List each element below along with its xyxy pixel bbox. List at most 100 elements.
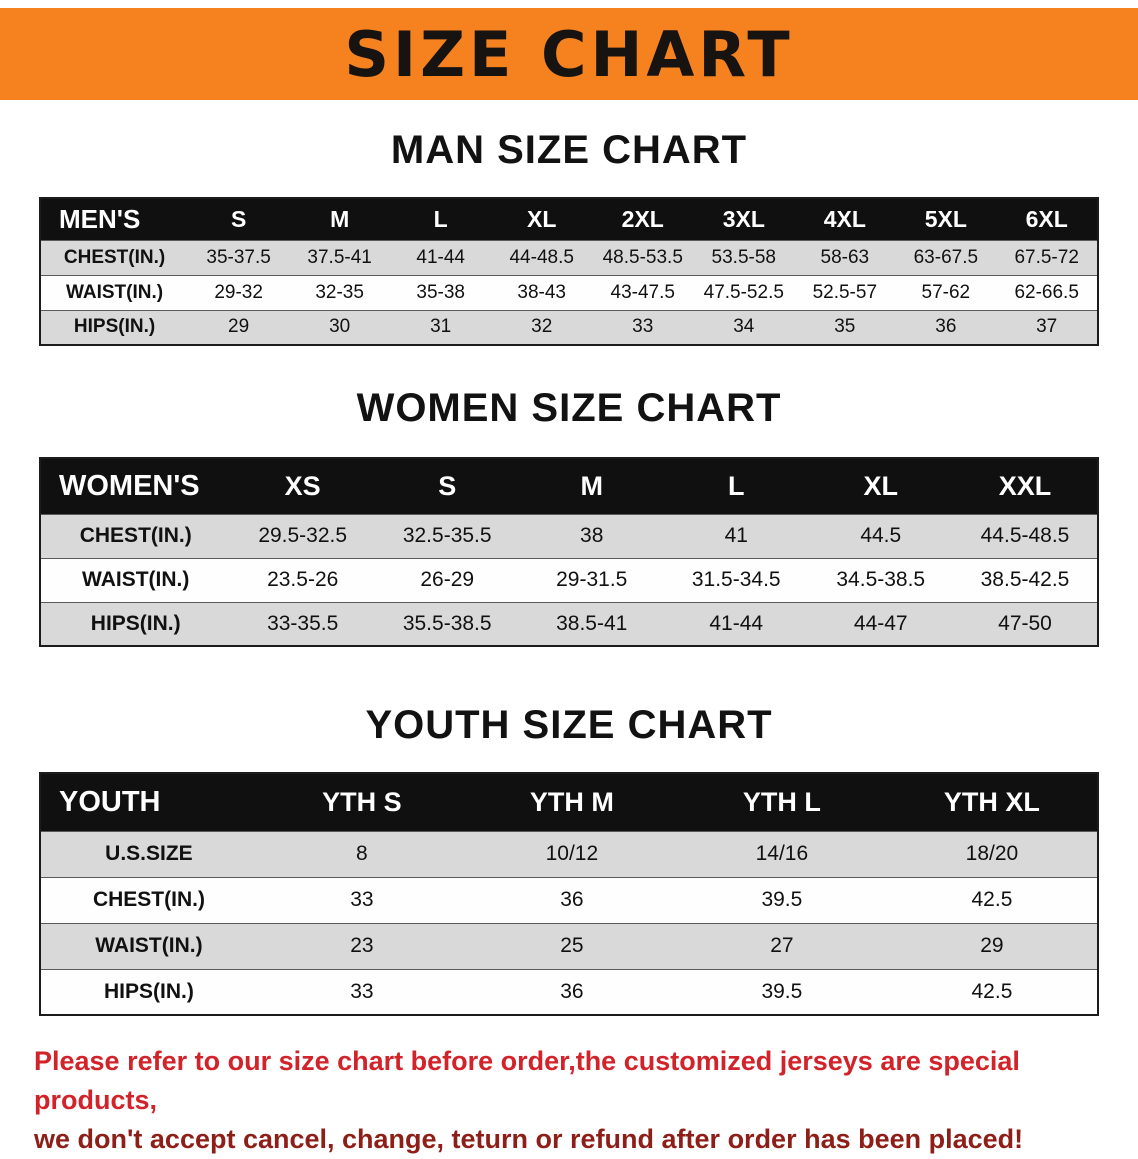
size-cell: 33	[256, 876, 467, 923]
table-row: WAIST(IN.) 23.5-26 26-29 29-31.5 31.5-34…	[40, 557, 1098, 602]
women-size-col: L	[663, 458, 809, 514]
size-cell: 44.5-48.5	[953, 513, 1098, 558]
women-size-col: M	[519, 458, 664, 514]
size-cell: 30	[289, 309, 391, 345]
size-cell: 36	[895, 309, 997, 345]
table-row: U.S.SIZE 8 10/12 14/16 18/20	[40, 830, 1098, 877]
size-cell: 37	[996, 309, 1098, 345]
men-size-col: 2XL	[592, 198, 694, 240]
measure-label: CHEST(IN.)	[40, 876, 257, 923]
youth-size-table: YOUTH YTH S YTH M YTH L YTH XL U.S.SIZE …	[39, 772, 1099, 1016]
size-cell: 31	[390, 309, 492, 345]
size-cell: 53.5-58	[693, 239, 795, 275]
size-cell: 26-29	[374, 557, 520, 602]
size-cell: 29-32	[188, 274, 290, 310]
women-size-table: WOMEN'S XS S M L XL XXL CHEST(IN.) 29.5-…	[39, 457, 1099, 647]
men-size-col: M	[289, 198, 391, 240]
table-row: HIPS(IN.) 33-35.5 35.5-38.5 38.5-41 41-4…	[40, 601, 1098, 646]
size-cell: 57-62	[895, 274, 997, 310]
measure-label: HIPS(IN.)	[40, 601, 231, 646]
size-cell: 29	[188, 309, 290, 345]
women-size-col: S	[374, 458, 520, 514]
measure-label: HIPS(IN.)	[40, 309, 189, 345]
size-cell: 38.5-42.5	[953, 557, 1098, 602]
women-size-col: XL	[808, 458, 954, 514]
size-cell: 33-35.5	[230, 601, 375, 646]
men-size-col: 5XL	[895, 198, 997, 240]
men-section: MAN SIZE CHART MEN'S S M L XL 2XL 3XL 4X…	[0, 128, 1138, 346]
men-size-col: L	[390, 198, 492, 240]
size-cell: 37.5-41	[289, 239, 391, 275]
table-row: CHEST(IN.) 35-37.5 37.5-41 41-44 44-48.5…	[40, 239, 1098, 275]
size-cell: 29	[886, 922, 1098, 969]
size-cell: 32	[491, 309, 593, 345]
size-cell: 38	[519, 513, 664, 558]
size-chart-page: SIZE CHART MAN SIZE CHART MEN'S S M L XL…	[0, 8, 1138, 1159]
size-cell: 25	[466, 922, 677, 969]
measure-label: CHEST(IN.)	[40, 513, 231, 558]
size-cell: 58-63	[794, 239, 896, 275]
size-cell: 32-35	[289, 274, 391, 310]
size-cell: 39.5	[676, 968, 887, 1015]
women-size-col: XXL	[953, 458, 1098, 514]
size-cell: 47-50	[953, 601, 1098, 646]
youth-header-row: YOUTH YTH S YTH M YTH L YTH XL	[40, 773, 1098, 831]
size-cell: 38.5-41	[519, 601, 664, 646]
size-cell: 39.5	[676, 876, 887, 923]
size-cell: 31.5-34.5	[663, 557, 809, 602]
size-cell: 35-38	[390, 274, 492, 310]
size-cell: 10/12	[466, 830, 677, 877]
men-header-row: MEN'S S M L XL 2XL 3XL 4XL 5XL 6XL	[40, 198, 1098, 240]
size-cell: 48.5-53.5	[592, 239, 694, 275]
women-table-title: WOMEN'S	[40, 458, 231, 514]
men-size-table: MEN'S S M L XL 2XL 3XL 4XL 5XL 6XL CHEST…	[39, 197, 1099, 346]
youth-size-col: YTH XL	[886, 773, 1098, 831]
men-size-col: 6XL	[996, 198, 1098, 240]
size-cell: 23	[256, 922, 467, 969]
youth-size-col: YTH L	[676, 773, 887, 831]
youth-table-title: YOUTH	[40, 773, 257, 831]
size-cell: 42.5	[886, 968, 1098, 1015]
size-cell: 33	[592, 309, 694, 345]
table-row: WAIST(IN.) 23 25 27 29	[40, 922, 1098, 969]
size-cell: 62-66.5	[996, 274, 1098, 310]
size-cell: 41	[663, 513, 809, 558]
size-cell: 23.5-26	[230, 557, 375, 602]
table-row: CHEST(IN.) 29.5-32.5 32.5-35.5 38 41 44.…	[40, 513, 1098, 558]
men-size-col: 4XL	[794, 198, 896, 240]
size-cell: 63-67.5	[895, 239, 997, 275]
disclaimer-line-2: we don't accept cancel, change, teturn o…	[34, 1124, 1024, 1154]
women-header-row: WOMEN'S XS S M L XL XXL	[40, 458, 1098, 514]
banner: SIZE CHART	[0, 8, 1138, 100]
footer-disclaimer: Please refer to our size chart before or…	[0, 1042, 1138, 1159]
table-row: CHEST(IN.) 33 36 39.5 42.5	[40, 876, 1098, 923]
size-cell: 42.5	[886, 876, 1098, 923]
size-cell: 14/16	[676, 830, 887, 877]
size-cell: 35.5-38.5	[374, 601, 520, 646]
size-cell: 43-47.5	[592, 274, 694, 310]
size-cell: 33	[256, 968, 467, 1015]
size-cell: 36	[466, 876, 677, 923]
size-cell: 27	[676, 922, 887, 969]
measure-label: WAIST(IN.)	[40, 274, 189, 310]
size-cell: 34.5-38.5	[808, 557, 954, 602]
size-cell: 41-44	[390, 239, 492, 275]
measure-label: CHEST(IN.)	[40, 239, 189, 275]
youth-size-col: YTH M	[466, 773, 677, 831]
size-cell: 44-48.5	[491, 239, 593, 275]
table-row: HIPS(IN.) 33 36 39.5 42.5	[40, 968, 1098, 1015]
men-size-col: 3XL	[693, 198, 795, 240]
men-size-col: S	[188, 198, 290, 240]
page-title: SIZE CHART	[344, 17, 794, 91]
table-row: WAIST(IN.) 29-32 32-35 35-38 38-43 43-47…	[40, 274, 1098, 310]
women-section: WOMEN SIZE CHART WOMEN'S XS S M L XL XXL…	[0, 386, 1138, 647]
size-cell: 8	[256, 830, 467, 877]
size-cell: 38-43	[491, 274, 593, 310]
measure-label: HIPS(IN.)	[40, 968, 257, 1015]
size-cell: 44.5	[808, 513, 954, 558]
measure-label: U.S.SIZE	[40, 830, 257, 877]
youth-size-col: YTH S	[256, 773, 467, 831]
youth-section: YOUTH SIZE CHART YOUTH YTH S YTH M YTH L…	[0, 703, 1138, 1016]
men-table-title: MEN'S	[40, 198, 189, 240]
size-cell: 36	[466, 968, 677, 1015]
